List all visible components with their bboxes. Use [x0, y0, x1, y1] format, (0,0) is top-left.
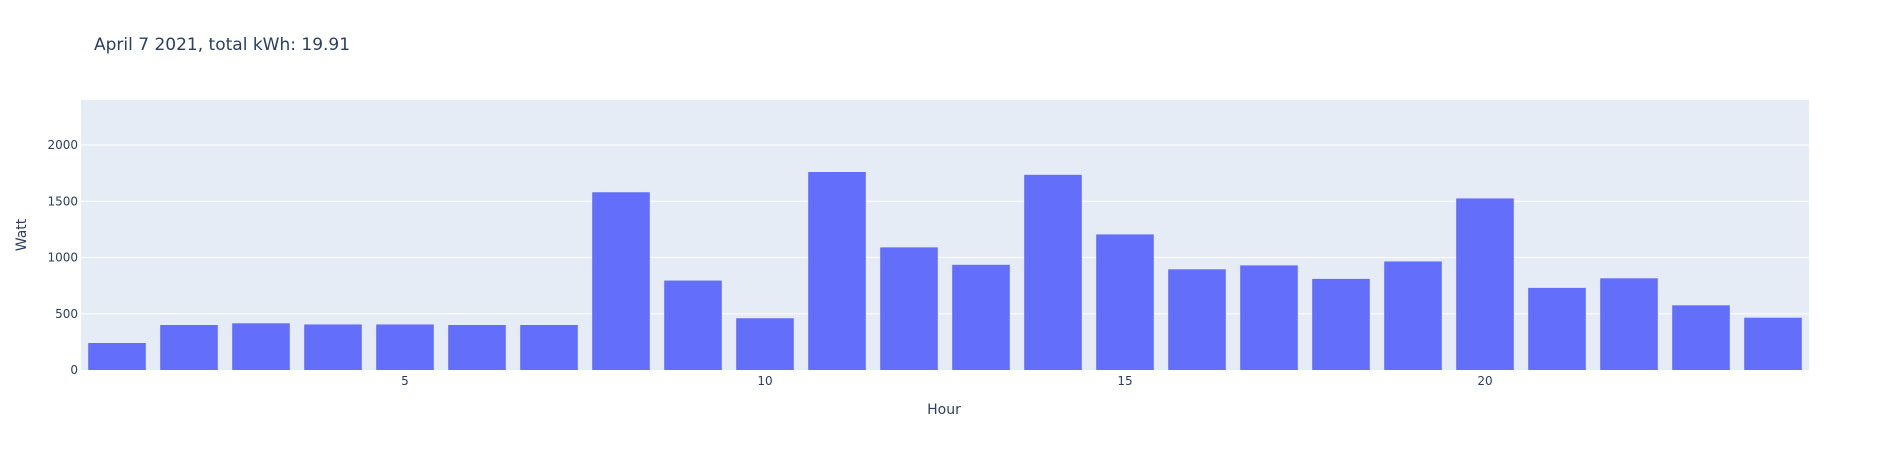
bar-hour-1	[88, 343, 146, 370]
bar-hour-8	[592, 192, 650, 370]
bar-hour-2	[160, 325, 218, 370]
bar-hour-18	[1312, 278, 1370, 370]
bar-hour-17	[1240, 265, 1298, 370]
x-tick-label: 5	[401, 374, 409, 388]
y-tick-label: 1000	[47, 251, 78, 265]
bar-hour-20	[1456, 198, 1514, 370]
bar-hour-24	[1744, 317, 1802, 370]
y-tick-label: 500	[55, 307, 78, 321]
y-tick-label: 2000	[47, 138, 78, 152]
bar-series	[88, 172, 1802, 370]
y-axis-ticks: 0 500 1000 1500 2000	[47, 138, 78, 377]
bar-hour-6	[448, 325, 506, 370]
y-tick-label: 0	[70, 363, 78, 377]
bar-hour-11	[808, 172, 866, 370]
x-axis-title: Hour	[927, 402, 961, 418]
chart-title: April 7 2021, total kWh: 19.91	[94, 35, 350, 55]
bar-hour-16	[1168, 269, 1226, 370]
bar-hour-13	[952, 264, 1010, 370]
bar-hour-12	[880, 247, 938, 370]
bar-hour-22	[1600, 278, 1658, 370]
bar-hour-4	[304, 324, 362, 370]
x-tick-label: 10	[757, 374, 772, 388]
bar-hour-15	[1096, 234, 1154, 370]
x-tick-label: 15	[1117, 374, 1132, 388]
bar-hour-23	[1672, 305, 1730, 370]
bar-hour-3	[232, 323, 290, 370]
y-axis-title: Watt	[14, 218, 30, 251]
x-axis-ticks: 5 10 15 20	[401, 374, 1492, 388]
gridlines	[81, 144, 1809, 315]
bar-hour-5	[376, 324, 434, 370]
bar-hour-7	[520, 325, 578, 370]
bar-hour-9	[664, 280, 722, 370]
x-tick-label: 20	[1477, 374, 1492, 388]
bar-hour-21	[1528, 287, 1586, 370]
bar-hour-14	[1024, 174, 1082, 370]
y-tick-label: 1500	[47, 194, 78, 208]
bar-hour-19	[1384, 261, 1442, 370]
bar-hour-10	[736, 318, 794, 370]
